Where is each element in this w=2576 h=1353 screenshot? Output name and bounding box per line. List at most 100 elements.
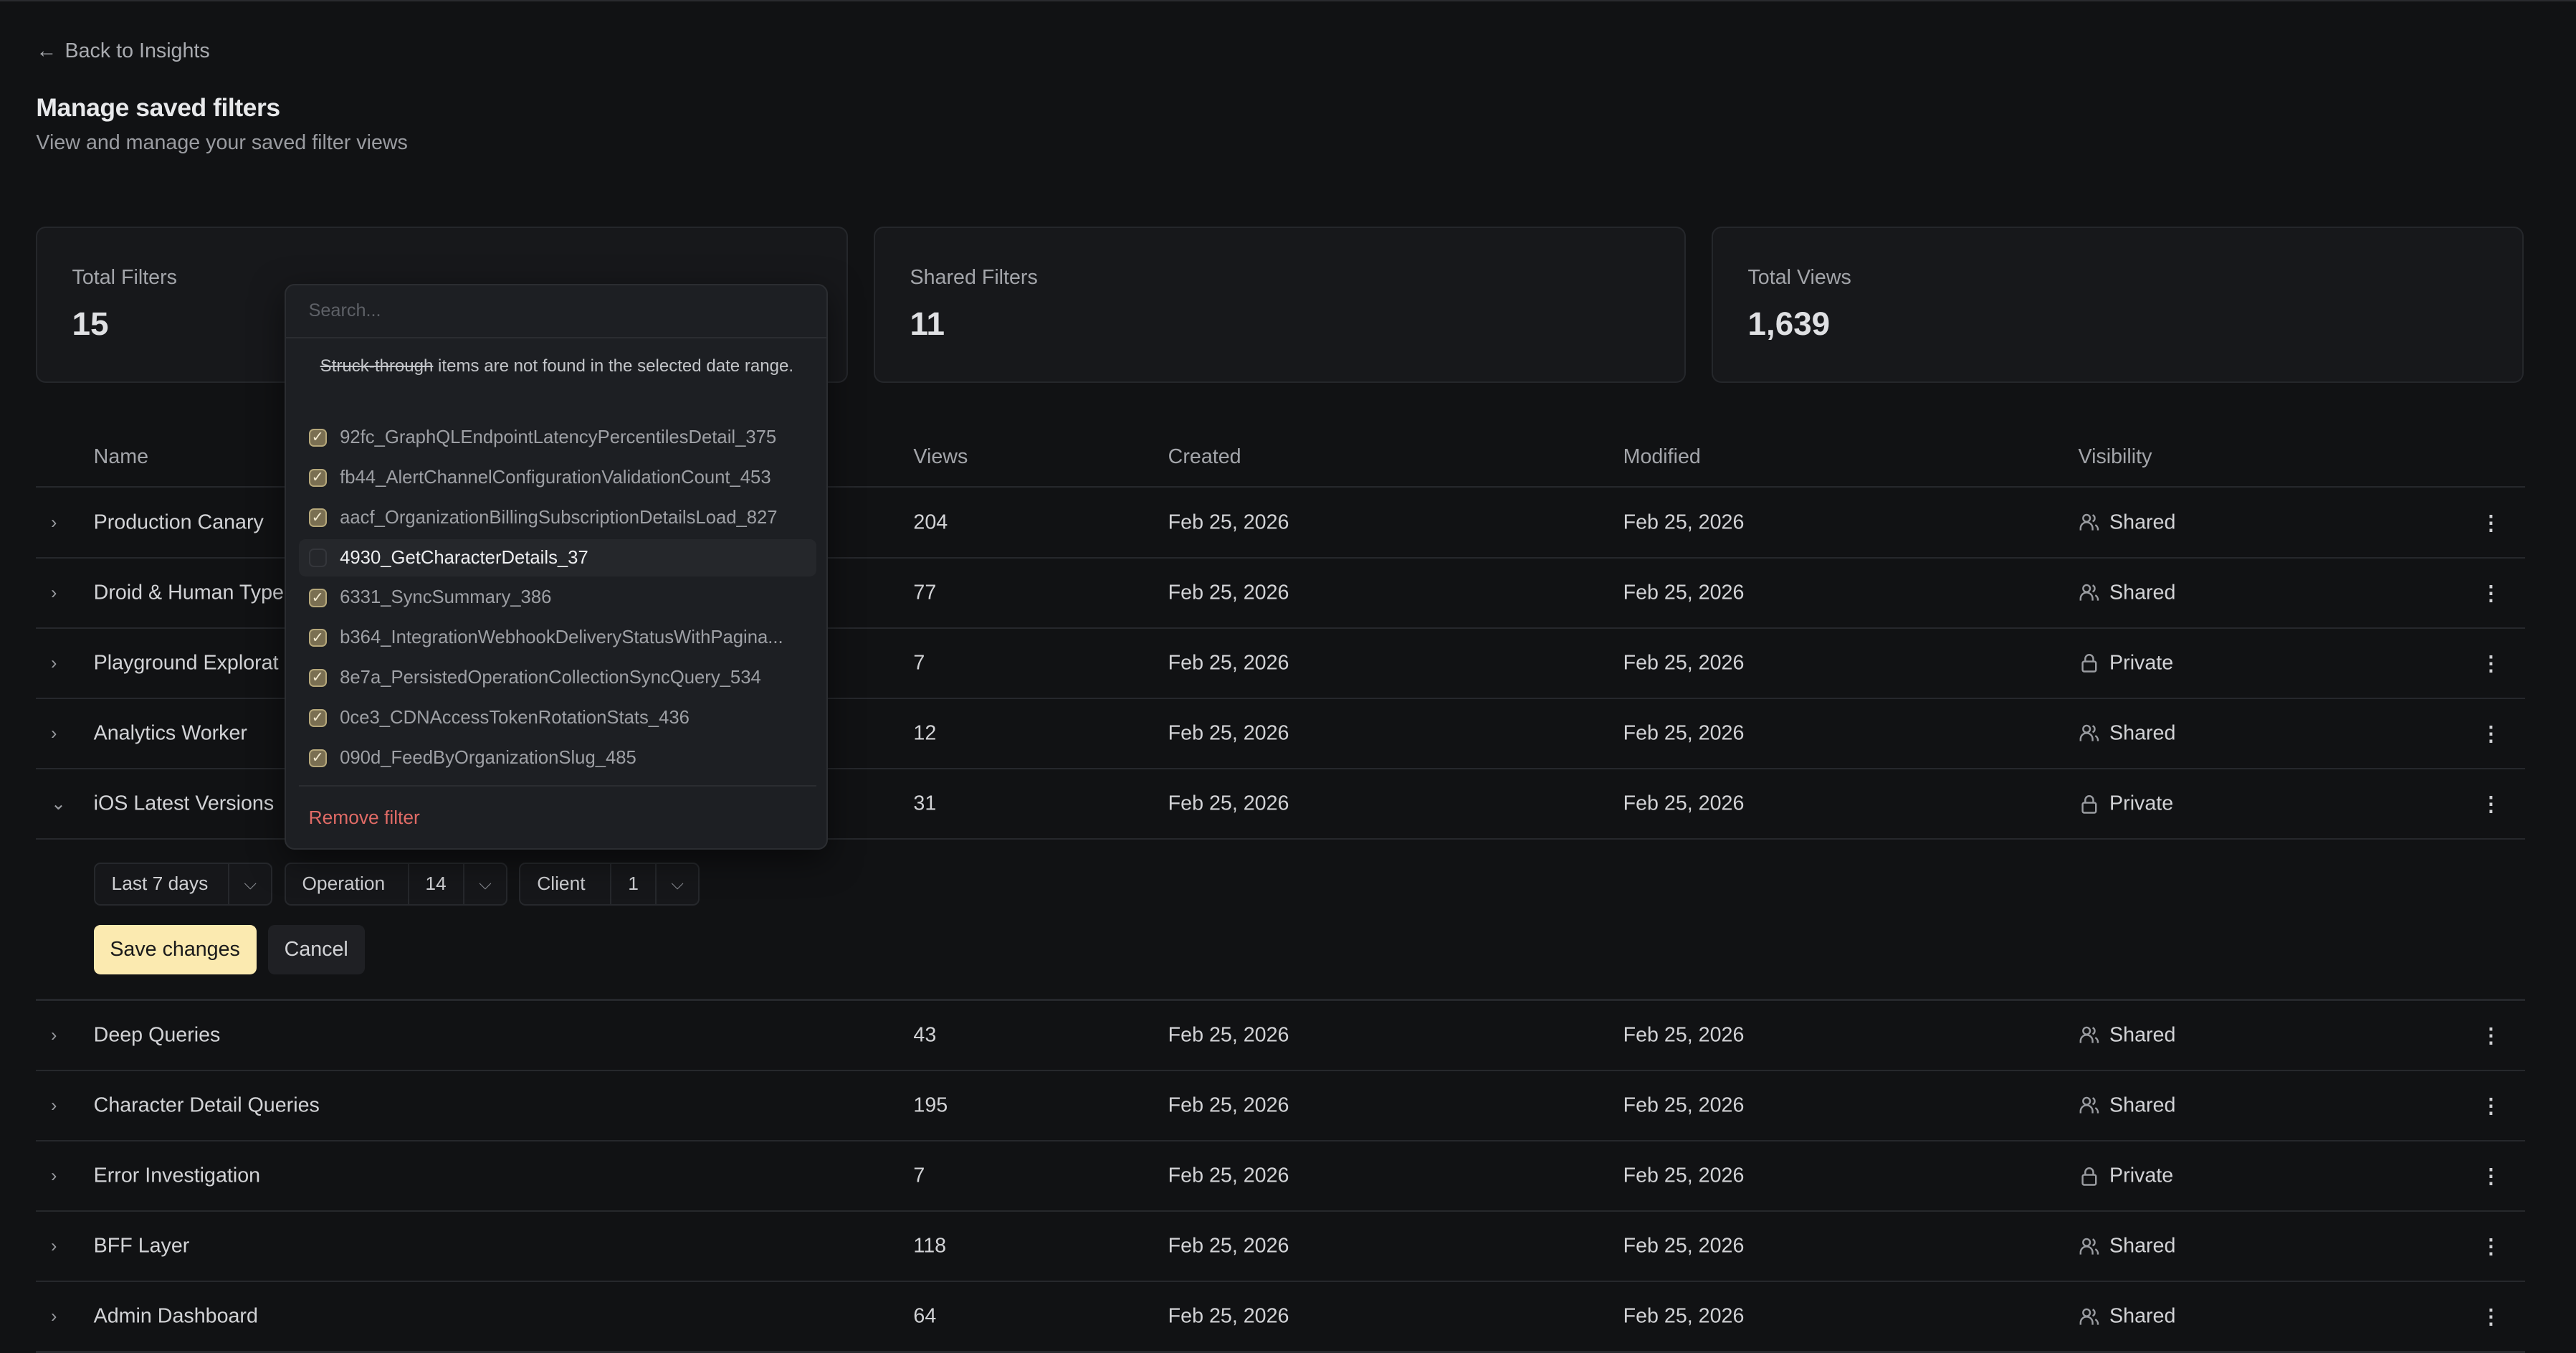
- filter-name[interactable]: Analytics Worker: [93, 721, 247, 745]
- table-row[interactable]: › Deep Queries 43 Feb 25, 2026 Feb 25, 2…: [36, 1001, 2525, 1070]
- chevron-right-icon[interactable]: ›: [51, 652, 57, 673]
- table-row[interactable]: › BFF Layer 118 Feb 25, 2026 Feb 25, 202…: [36, 1212, 2525, 1281]
- option-item[interactable]: ✓ 090d_FeedByOrganizationSlug_485: [299, 739, 816, 777]
- note-strike: Struck-through: [320, 356, 434, 376]
- search-input[interactable]: [285, 285, 827, 338]
- date-range-select[interactable]: Last 7 days ⌵: [93, 863, 273, 906]
- created-date: Feb 25, 2026: [1168, 721, 1289, 745]
- more-options-icon[interactable]: ⋮: [2481, 1305, 2501, 1329]
- option-item[interactable]: ✓ aacf_OrganizationBillingSubscriptionDet…: [299, 499, 816, 537]
- more-options-icon[interactable]: ⋮: [2481, 511, 2501, 535]
- table-row[interactable]: › Character Detail Queries 195 Feb 25, 2…: [36, 1071, 2525, 1140]
- filter-name[interactable]: Deep Queries: [93, 1023, 221, 1047]
- checkbox[interactable]: ✓: [308, 589, 327, 607]
- checkbox[interactable]: ✓: [308, 709, 327, 728]
- chevron-down-icon: ⌵: [671, 874, 684, 893]
- client-label: Client: [520, 864, 612, 904]
- column-header-visibility[interactable]: Visibility: [2078, 445, 2152, 468]
- chevron-right-icon[interactable]: ›: [51, 582, 57, 603]
- chevron-right-icon[interactable]: ›: [51, 512, 57, 533]
- option-item[interactable]: ✓ 6331_SyncSummary_386: [299, 579, 816, 617]
- checkbox[interactable]: ✓: [308, 629, 327, 647]
- checkbox[interactable]: ✓: [308, 468, 327, 487]
- arrow-left-icon: ←: [36, 39, 57, 62]
- checkbox[interactable]: ✓: [308, 508, 327, 527]
- option-item[interactable]: ✓ 0ce3_CDNAccessTokenRotationStats_436: [299, 699, 816, 737]
- chevron-right-icon[interactable]: ›: [51, 1235, 57, 1256]
- checkbox[interactable]: ✓: [308, 749, 327, 768]
- more-options-icon[interactable]: ⋮: [2481, 1024, 2501, 1048]
- lock-icon: [2079, 1165, 2100, 1187]
- modified-date: Feb 25, 2026: [1623, 1234, 1745, 1258]
- divider: [36, 1281, 2525, 1283]
- chevron-down-icon[interactable]: ⌄: [51, 793, 67, 814]
- visibility-label: Shared: [2109, 581, 2176, 604]
- created-date: Feb 25, 2026: [1168, 581, 1289, 604]
- filter-name[interactable]: Character Detail Queries: [93, 1093, 320, 1117]
- remove-filter-button[interactable]: Remove filter: [308, 806, 420, 828]
- chevron-right-icon[interactable]: ›: [51, 1165, 57, 1186]
- filter-name[interactable]: BFF Layer: [93, 1234, 190, 1258]
- more-options-icon[interactable]: ⋮: [2481, 722, 2501, 746]
- chevron-right-icon[interactable]: ›: [51, 1306, 57, 1326]
- more-options-icon[interactable]: ⋮: [2481, 792, 2501, 816]
- column-header-modified[interactable]: Modified: [1623, 445, 1701, 468]
- modified-date: Feb 25, 2026: [1623, 721, 1745, 745]
- filter-name[interactable]: Playground Explorat: [93, 651, 279, 675]
- divider: [36, 1210, 2525, 1212]
- stat-value: 11: [910, 305, 945, 342]
- back-link[interactable]: ← Back to Insights: [36, 39, 209, 63]
- table-row[interactable]: › Error Investigation 7 Feb 25, 2026 Feb…: [36, 1141, 2525, 1210]
- visibility-badge: Shared: [2079, 1023, 2175, 1047]
- filter-name[interactable]: Error Investigation: [93, 1164, 261, 1187]
- table-row[interactable]: › Analytics Worker 12 Feb 25, 2026 Feb 2…: [36, 699, 2525, 768]
- modified-date: Feb 25, 2026: [1623, 1164, 1745, 1187]
- column-header-created[interactable]: Created: [1168, 445, 1241, 468]
- chevron-right-icon[interactable]: ›: [51, 1095, 57, 1116]
- option-item[interactable]: ✓ 8e7a_PersistedOperationCollectionSyncQu…: [299, 659, 816, 697]
- table-row[interactable]: › Admin Dashboard 64 Feb 25, 2026 Feb 25…: [36, 1282, 2525, 1351]
- filter-name[interactable]: iOS Latest Versions: [93, 792, 275, 815]
- checkbox[interactable]: [308, 549, 327, 567]
- more-options-icon[interactable]: ⋮: [2481, 1164, 2501, 1188]
- divider: [36, 1069, 2525, 1072]
- visibility-badge: Shared: [2079, 581, 2176, 604]
- filter-name[interactable]: Admin Dashboard: [93, 1304, 258, 1328]
- more-options-icon[interactable]: ⋮: [2481, 1094, 2501, 1118]
- page-subtitle: View and manage your saved filter views: [36, 131, 408, 155]
- option-item[interactable]: 4930_GetCharacterDetails_37: [298, 538, 816, 577]
- option-label: 6331_SyncSummary_386: [340, 587, 552, 608]
- operation-filter-chip[interactable]: Operation 14 ⌵: [284, 863, 508, 906]
- option-item[interactable]: ✓ 92fc_GraphQLEndpointLatencyPercentilesD…: [299, 419, 816, 457]
- filter-name[interactable]: Production Canary: [93, 511, 264, 534]
- lock-icon: [2079, 793, 2100, 815]
- table-row[interactable]: › Production Canary 204 Feb 25, 2026 Feb…: [36, 488, 2525, 556]
- client-filter-chip[interactable]: Client 1 ⌵: [519, 863, 700, 906]
- table-row[interactable]: ⌄ iOS Latest Versions 31 Feb 25, 2026 Fe…: [36, 769, 2525, 838]
- divider: [36, 697, 2525, 700]
- column-header-name[interactable]: Name: [93, 445, 149, 468]
- filter-name[interactable]: Droid & Human Type: [93, 581, 284, 604]
- checkbox[interactable]: ✓: [308, 669, 327, 688]
- table-row[interactable]: › Playground Explorat 7 Feb 25, 2026 Feb…: [36, 629, 2525, 698]
- cancel-button[interactable]: Cancel: [267, 925, 365, 974]
- option-label: 4930_GetCharacterDetails_37: [340, 547, 588, 568]
- stat-label: Total Views: [1747, 265, 1851, 289]
- table-row[interactable]: › Droid & Human Type 77 Feb 25, 2026 Feb…: [36, 559, 2525, 627]
- divider: [36, 627, 2525, 630]
- chevron-right-icon[interactable]: ›: [51, 723, 57, 744]
- stat-label: Total Filters: [72, 265, 177, 289]
- option-item[interactable]: ✓ b364_IntegrationWebhookDeliveryStatusWi…: [299, 619, 816, 657]
- more-options-icon[interactable]: ⋮: [2481, 652, 2501, 675]
- option-item[interactable]: ✓ fb44_AlertChannelConfigurationValidatio…: [299, 459, 816, 497]
- more-options-icon[interactable]: ⋮: [2481, 581, 2501, 605]
- chevron-right-icon[interactable]: ›: [51, 1025, 57, 1045]
- option-label: fb44_AlertChannelConfigurationValidation…: [340, 467, 771, 488]
- save-changes-button[interactable]: Save changes: [93, 925, 257, 974]
- operation-filter-popover: Struck-through items are not found in th…: [284, 284, 829, 850]
- modified-date: Feb 25, 2026: [1623, 581, 1745, 604]
- more-options-icon[interactable]: ⋮: [2481, 1235, 2501, 1258]
- column-header-views[interactable]: Views: [913, 445, 968, 468]
- checkbox[interactable]: ✓: [308, 428, 327, 447]
